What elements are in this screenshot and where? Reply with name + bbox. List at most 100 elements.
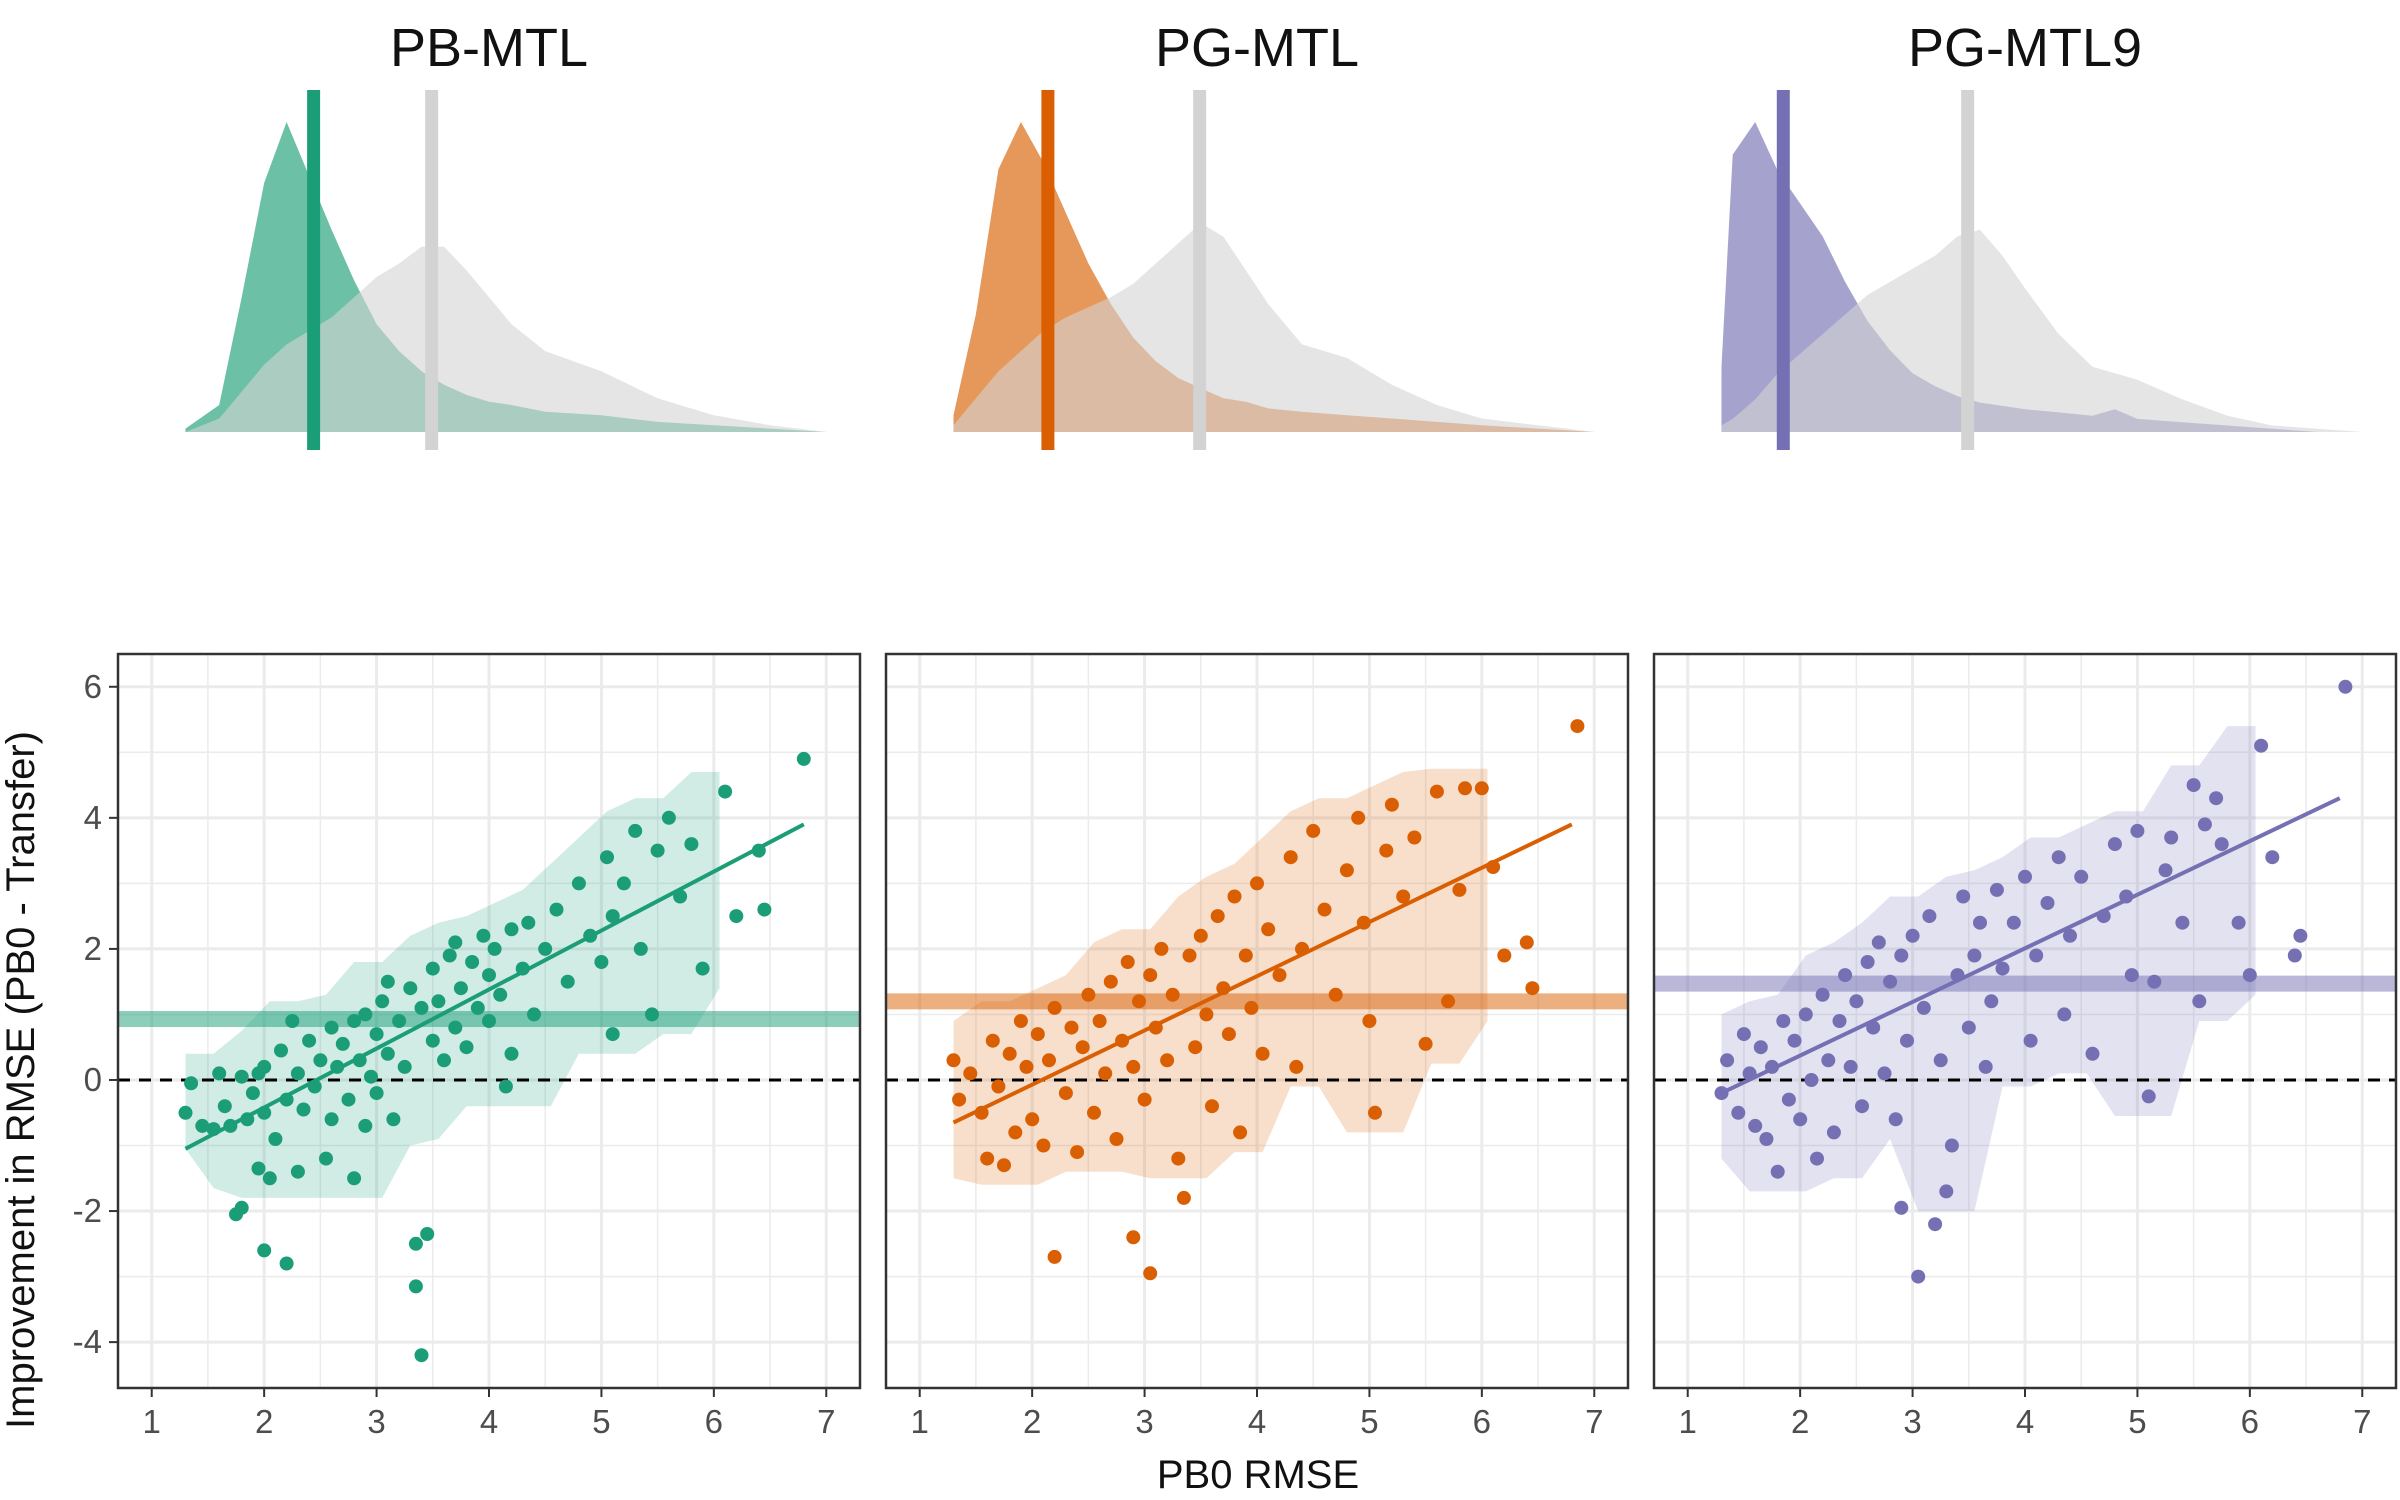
data-point bbox=[1154, 941, 1169, 956]
data-point bbox=[1250, 876, 1264, 891]
data-point bbox=[2018, 869, 2032, 884]
data-point bbox=[1441, 994, 1456, 1009]
data-point bbox=[605, 909, 620, 924]
data-point bbox=[1047, 1249, 1062, 1264]
data-point bbox=[1911, 1269, 1926, 1284]
density-panel-1: PB-MTL bbox=[185, 18, 827, 450]
data-point bbox=[1418, 1036, 1433, 1051]
data-point bbox=[1188, 1040, 1203, 1055]
density-panel-3: PG-MTL9 bbox=[1721, 18, 2363, 450]
data-point bbox=[319, 1151, 333, 1166]
regression-line bbox=[1720, 796, 2341, 1095]
data-point bbox=[1759, 1132, 1774, 1146]
density-panels: PB-MTL PG-MTL PG-MTL9 bbox=[185, 18, 2363, 450]
data-point bbox=[504, 1046, 519, 1061]
data-point bbox=[1860, 955, 1875, 969]
data-point bbox=[2293, 928, 2308, 943]
data-point bbox=[594, 955, 609, 969]
data-point bbox=[1103, 974, 1118, 989]
x-tick-label: 2 bbox=[1791, 1403, 1809, 1440]
data-point bbox=[1143, 968, 1158, 983]
data-point bbox=[2130, 823, 2145, 838]
density-pb0-area bbox=[1721, 229, 2363, 432]
y-tick-label: -4 bbox=[73, 1323, 102, 1360]
data-point bbox=[1939, 1184, 1954, 1199]
x-tick-label: 6 bbox=[2241, 1403, 2259, 1440]
y-tick-label: 4 bbox=[84, 799, 102, 836]
panel-title: PG-MTL bbox=[1155, 18, 1359, 78]
data-point bbox=[1176, 1190, 1191, 1205]
data-point bbox=[1995, 961, 2010, 976]
data-point bbox=[482, 968, 496, 983]
data-point bbox=[257, 1243, 272, 1258]
x-tick-label: 6 bbox=[1473, 1403, 1491, 1440]
x-tick-label: 1 bbox=[1679, 1403, 1697, 1440]
data-point bbox=[1838, 968, 1853, 983]
data-point bbox=[420, 1227, 435, 1241]
data-point bbox=[1328, 987, 1343, 1002]
data-point bbox=[1368, 1105, 1382, 1120]
data-point bbox=[234, 1200, 249, 1215]
data-point bbox=[2242, 968, 2257, 983]
x-tick-label: 5 bbox=[592, 1403, 610, 1440]
scatter-panels: 1 2 3 4 5 6 7 -4 -2 0 2 4 6 1 2 3 4 5 6 7 1 2 3 4 5 6 7 bbox=[73, 652, 2398, 1440]
data-point bbox=[1272, 968, 1287, 983]
data-point bbox=[1961, 1020, 1976, 1035]
data-point bbox=[1379, 843, 1394, 858]
x-tick-label: 2 bbox=[255, 1403, 273, 1440]
data-point bbox=[616, 876, 631, 891]
data-point bbox=[1126, 1230, 1141, 1245]
data-point bbox=[482, 1014, 496, 1028]
data-point bbox=[1362, 1014, 1377, 1028]
data-point bbox=[1210, 909, 1225, 924]
scatter-panel-2: 1 2 3 4 5 6 7 bbox=[884, 652, 1630, 1440]
data-point bbox=[408, 1236, 423, 1251]
data-point bbox=[1126, 1059, 1141, 1074]
data-point bbox=[408, 1279, 423, 1294]
data-point bbox=[628, 823, 643, 838]
data-point bbox=[1973, 915, 1987, 930]
data-point bbox=[184, 1076, 199, 1091]
data-point bbox=[386, 1112, 401, 1127]
data-point bbox=[1922, 909, 1937, 924]
y-axis-title: Improvement in RMSE (PB0 - Transfer) bbox=[0, 731, 43, 1429]
data-point bbox=[549, 902, 564, 917]
data-point bbox=[2192, 994, 2207, 1009]
data-point bbox=[257, 1059, 272, 1074]
data-point bbox=[1070, 1145, 1085, 1160]
scatter-panel-3: 1 2 3 4 5 6 7 bbox=[1652, 652, 2398, 1440]
data-point bbox=[1109, 1132, 1124, 1146]
data-point bbox=[341, 1092, 356, 1107]
data-point bbox=[1002, 1046, 1017, 1061]
data-point bbox=[1474, 781, 1489, 796]
data-point bbox=[1261, 922, 1276, 937]
data-point bbox=[2006, 915, 2021, 930]
data-point bbox=[1905, 928, 1920, 943]
data-point bbox=[527, 1007, 541, 1022]
data-point bbox=[290, 1164, 305, 1179]
data-point bbox=[414, 1348, 429, 1363]
data-point bbox=[358, 1118, 373, 1133]
data-point bbox=[1047, 1000, 1062, 1015]
data-point bbox=[425, 1033, 440, 1048]
data-point bbox=[1978, 1059, 1993, 1074]
data-point bbox=[1570, 719, 1585, 734]
density-panel-2: PG-MTL bbox=[953, 18, 1595, 450]
data-point bbox=[1916, 1000, 1931, 1015]
x-tick-label: 4 bbox=[2016, 1403, 2034, 1440]
data-point bbox=[963, 1066, 978, 1081]
data-point bbox=[650, 843, 665, 858]
data-point bbox=[1525, 981, 1540, 996]
data-point bbox=[369, 1086, 384, 1101]
data-point bbox=[2158, 863, 2173, 878]
data-point bbox=[245, 1086, 260, 1101]
data-point bbox=[1888, 1112, 1903, 1127]
data-point bbox=[1143, 1266, 1158, 1281]
data-point bbox=[313, 1053, 328, 1068]
data-point bbox=[347, 1014, 362, 1028]
data-point bbox=[2074, 869, 2089, 884]
data-point bbox=[796, 751, 811, 766]
data-point bbox=[718, 784, 733, 799]
data-point bbox=[498, 1079, 513, 1094]
